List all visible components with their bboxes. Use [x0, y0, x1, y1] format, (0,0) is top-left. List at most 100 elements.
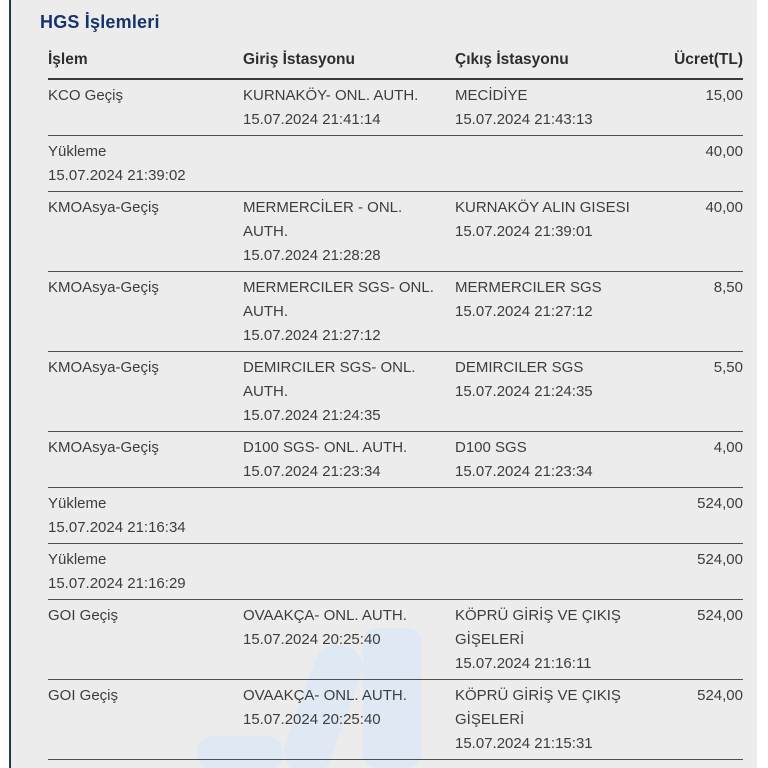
entry-station-cell: D100 SGS- ONL. AUTH. 15.07.2024 21:23:34: [243, 436, 455, 484]
fee-amount: 40,00: [705, 199, 743, 216]
entry-station-cell: OVAAKÇA- ONL. AUTH. 15.07.2024 20:25:40: [243, 684, 455, 756]
entry-station: KURNAKÖY- ONL. AUTH.: [243, 87, 419, 104]
exit-station: KÖPRÜ GİRİŞ VE ÇIKIŞ GİŞELERİ: [455, 607, 621, 648]
exit-station-cell: KURNAKÖY ALIN GISESI 15.07.2024 21:39:01: [455, 196, 651, 268]
entry-station: OVAAKÇA- ONL. AUTH.: [243, 687, 407, 704]
entry-station: DEMIRCILER SGS- ONL. AUTH.: [243, 359, 416, 400]
transaction-date: 15.07.2024 21:16:34: [48, 519, 186, 536]
exit-date: 15.07.2024 21:24:35: [455, 383, 593, 400]
exit-station-cell: DEMIRCILER SGS 15.07.2024 21:24:35: [455, 356, 651, 428]
transaction-type: KMOAsya-Geçiş: [48, 359, 159, 376]
transaction-cell: KMOAsya-Geçiş: [48, 276, 243, 348]
exit-station-cell: [455, 492, 651, 540]
column-header-transaction: İşlem: [48, 51, 88, 68]
exit-station-cell: [455, 140, 651, 188]
table-row: Yükleme 15.07.2024 21:39:02 40,00: [48, 136, 743, 192]
table-row: GOI Geçiş OVAAKÇA- ONL. AUTH. 15.07.2024…: [48, 600, 743, 680]
entry-date: 15.07.2024 21:41:14: [243, 111, 381, 128]
entry-date: 15.07.2024 21:24:35: [243, 407, 381, 424]
table-row: KMOAsya-Geçiş D100 SGS- ONL. AUTH. 15.07…: [48, 432, 743, 488]
table-row: Yükleme 15.07.2024 21:16:29 524,00: [48, 544, 743, 600]
exit-station: KURNAKÖY ALIN GISESI: [455, 199, 630, 216]
table-row: Yükleme 15.07.2024 21:16:34 524,00: [48, 488, 743, 544]
column-header-fee: Ücret(TL): [674, 51, 743, 68]
fee-amount: 40,00: [705, 143, 743, 160]
entry-station-cell: OVAAKÇA- ONL. AUTH. 15.07.2024 20:25:40: [243, 604, 455, 676]
fee-amount: 524,00: [697, 495, 743, 512]
transaction-cell: KCO Geçiş: [48, 84, 243, 132]
fee-amount: 5,50: [713, 359, 743, 376]
entry-date: 15.07.2024 21:28:28: [243, 247, 381, 264]
entry-date: 15.07.2024 20:25:40: [243, 631, 381, 648]
exit-station-cell: MERMERCILER SGS 15.07.2024 21:27:12: [455, 276, 651, 348]
entry-station: OVAAKÇA- ONL. AUTH.: [243, 607, 407, 624]
column-header-entry-station: Giriş İstasyonu: [243, 51, 355, 68]
page-title: HGS İşlemleri: [40, 12, 160, 32]
left-border-line: [9, 0, 11, 768]
hgs-panel: HGS İşlemleri İşlem Giriş İstasyonu Çıkı…: [11, 0, 757, 768]
entry-station: MERMERCİLER - ONL. AUTH.: [243, 199, 403, 240]
exit-date: 15.07.2024 21:27:12: [455, 303, 593, 320]
transaction-cell: GOI Geçiş: [48, 604, 243, 676]
fee-amount: 524,00: [697, 607, 743, 624]
transaction-type: KMOAsya-Geçiş: [48, 279, 159, 296]
entry-station-cell: DEMIRCILER SGS- ONL. AUTH. 15.07.2024 21…: [243, 356, 455, 428]
transaction-cell: Yükleme 15.07.2024 21:16:29: [48, 548, 243, 596]
exit-station: KÖPRÜ GİRİŞ VE ÇIKIŞ GİŞELERİ: [455, 687, 621, 728]
entry-date: 15.07.2024 21:23:34: [243, 463, 381, 480]
transaction-type: KCO Geçiş: [48, 87, 124, 104]
transaction-type: Yükleme: [48, 551, 107, 568]
entry-date: 15.07.2024 20:25:40: [243, 711, 381, 728]
fee-amount: 524,00: [697, 551, 743, 568]
table-row: KMOAsya-Geçiş MERMERCİLER - ONL. AUTH. 1…: [48, 192, 743, 272]
transaction-date: 15.07.2024 21:39:02: [48, 167, 186, 184]
table-row: KMOAsya-Geçiş DEMIRCILER SGS- ONL. AUTH.…: [48, 352, 743, 432]
transaction-cell: GOI Geçiş: [48, 684, 243, 756]
exit-station: D100 SGS: [455, 439, 527, 456]
fee-amount: 524,00: [697, 687, 743, 704]
transaction-type: Yükleme: [48, 143, 107, 160]
exit-station-cell: [455, 548, 651, 596]
exit-date: 15.07.2024 21:23:34: [455, 463, 593, 480]
transaction-cell: KMOAsya-Geçiş: [48, 356, 243, 428]
exit-station: MECİDİYE: [455, 87, 528, 104]
entry-station-cell: [243, 492, 455, 540]
transaction-type: KMOAsya-Geçiş: [48, 199, 159, 216]
table-row: KMOAsya-Geçiş MERMERCILER SGS- ONL. AUTH…: [48, 272, 743, 352]
exit-date: 15.07.2024 21:43:13: [455, 111, 593, 128]
entry-station: MERMERCILER SGS- ONL. AUTH.: [243, 279, 434, 320]
transaction-cell: Yükleme 15.07.2024 21:39:02: [48, 140, 243, 188]
column-header-exit-station: Çıkış İstasyonu: [455, 51, 569, 68]
exit-station-cell: MECİDİYE 15.07.2024 21:43:13: [455, 84, 651, 132]
transactions-table: İşlem Giriş İstasyonu Çıkış İstasyonu Üc…: [48, 46, 743, 760]
table-header-row: İşlem Giriş İstasyonu Çıkış İstasyonu Üc…: [48, 46, 743, 80]
entry-station-cell: KURNAKÖY- ONL. AUTH. 15.07.2024 21:41:14: [243, 84, 455, 132]
table-body: KCO Geçiş KURNAKÖY- ONL. AUTH. 15.07.202…: [48, 80, 743, 760]
exit-station: DEMIRCILER SGS: [455, 359, 584, 376]
exit-station-cell: KÖPRÜ GİRİŞ VE ÇIKIŞ GİŞELERİ 15.07.2024…: [455, 604, 651, 676]
transaction-type: Yükleme: [48, 495, 107, 512]
entry-station-cell: MERMERCILER SGS- ONL. AUTH. 15.07.2024 2…: [243, 276, 455, 348]
transaction-cell: Yükleme 15.07.2024 21:16:34: [48, 492, 243, 540]
transaction-date: 15.07.2024 21:16:29: [48, 575, 186, 592]
transaction-cell: KMOAsya-Geçiş: [48, 436, 243, 484]
transaction-cell: KMOAsya-Geçiş: [48, 196, 243, 268]
transaction-type: KMOAsya-Geçiş: [48, 439, 159, 456]
exit-station-cell: KÖPRÜ GİRİŞ VE ÇIKIŞ GİŞELERİ 15.07.2024…: [455, 684, 651, 756]
entry-station-cell: [243, 140, 455, 188]
exit-station: MERMERCILER SGS: [455, 279, 602, 296]
fee-amount: 4,00: [713, 439, 743, 456]
entry-station: D100 SGS- ONL. AUTH.: [243, 439, 408, 456]
fee-amount: 15,00: [705, 87, 743, 104]
exit-station-cell: D100 SGS 15.07.2024 21:23:34: [455, 436, 651, 484]
fee-amount: 8,50: [713, 279, 743, 296]
entry-date: 15.07.2024 21:27:12: [243, 327, 381, 344]
transaction-type: GOI Geçiş: [48, 607, 119, 624]
exit-date: 15.07.2024 21:39:01: [455, 223, 593, 240]
transaction-type: GOI Geçiş: [48, 687, 119, 704]
exit-date: 15.07.2024 21:15:31: [455, 735, 593, 752]
entry-station-cell: [243, 548, 455, 596]
table-row: GOI Geçiş OVAAKÇA- ONL. AUTH. 15.07.2024…: [48, 680, 743, 760]
entry-station-cell: MERMERCİLER - ONL. AUTH. 15.07.2024 21:2…: [243, 196, 455, 268]
